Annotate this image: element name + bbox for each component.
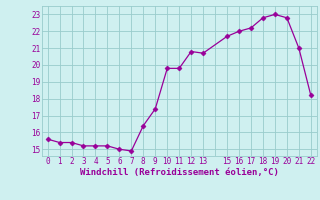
X-axis label: Windchill (Refroidissement éolien,°C): Windchill (Refroidissement éolien,°C) (80, 168, 279, 177)
